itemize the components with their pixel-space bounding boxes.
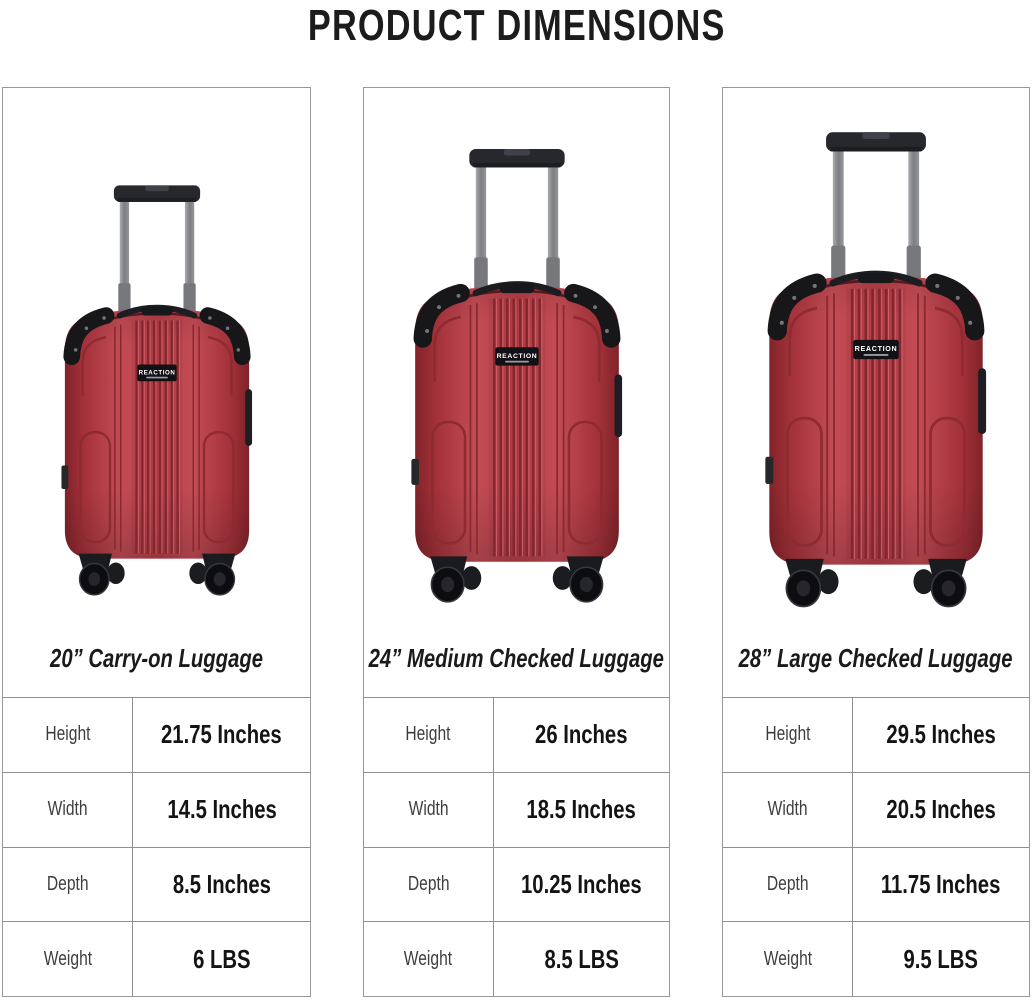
table-row: Width 18.5 Inches [364, 771, 669, 847]
product-figure: 28” Large Checked Luggage [723, 88, 1029, 697]
product-caption-text: 20” Carry-on Luggage [50, 642, 263, 673]
spec-table: Height 26 Inches Width 18.5 Inches Depth… [364, 697, 669, 996]
table-row: Height 26 Inches [364, 697, 669, 772]
spec-value: 18.5 Inches [526, 794, 636, 825]
table-row: Width 20.5 Inches [723, 771, 1029, 847]
product-caption-text: 28” Large Checked Luggage [739, 642, 1013, 673]
product-figure: 24” Medium Checked Luggage [364, 88, 669, 697]
product-caption: 24” Medium Checked Luggage [364, 619, 669, 697]
table-row: Depth 10.25 Inches [364, 846, 669, 922]
spec-value: 8.5 LBS [544, 943, 619, 974]
spec-label: Weight [3, 922, 134, 996]
spec-value: 10.25 Inches [520, 868, 642, 899]
spec-table: Height 29.5 Inches Width 20.5 Inches Dep… [723, 697, 1029, 996]
product-figure: 20” Carry-on Luggage [3, 88, 310, 697]
table-row: Weight 9.5 LBS [723, 921, 1029, 996]
page-title-text: PRODUCT DIMENSIONS [307, 1, 726, 50]
spec-label: Depth [364, 847, 494, 922]
product-card-20in: 20” Carry-on Luggage Height 21.75 Inches… [2, 87, 311, 997]
spec-value: 9.5 LBS [903, 943, 979, 974]
spec-table: Height 21.75 Inches Width 14.5 Inches De… [3, 697, 310, 996]
table-row: Height 29.5 Inches [723, 697, 1029, 772]
spec-label: Weight [723, 922, 854, 996]
spec-label: Depth [3, 847, 134, 922]
luggage-image-20in [59, 185, 255, 597]
table-row: Weight 8.5 LBS [364, 921, 669, 996]
luggage-image-24in [408, 149, 625, 604]
product-caption: 20” Carry-on Luggage [3, 619, 310, 697]
spec-label: Height [3, 698, 134, 772]
spec-label: Height [364, 698, 494, 772]
spec-value: 14.5 Inches [167, 794, 277, 825]
spec-value: 11.75 Inches [881, 868, 1001, 899]
spec-value: 6 LBS [192, 943, 251, 974]
spec-label: Width [3, 772, 134, 847]
spec-value: 26 Inches [535, 719, 628, 750]
spec-value: 20.5 Inches [886, 794, 996, 825]
table-row: Depth 11.75 Inches [723, 846, 1029, 922]
spec-value: 29.5 Inches [886, 719, 996, 750]
table-row: Weight 6 LBS [3, 921, 310, 996]
table-row: Height 21.75 Inches [3, 697, 310, 772]
spec-label: Width [723, 772, 854, 847]
spec-label: Weight [364, 922, 494, 996]
product-card-24in: 24” Medium Checked Luggage Height 26 Inc… [363, 87, 670, 997]
spec-value: 8.5 Inches [172, 868, 271, 899]
product-caption: 28” Large Checked Luggage [723, 619, 1029, 697]
spec-label: Width [364, 772, 494, 847]
spec-label: Depth [723, 847, 854, 922]
spec-value: 21.75 Inches [161, 719, 283, 750]
page-title: PRODUCT DIMENSIONS [0, 0, 1033, 52]
luggage-image-28in [763, 132, 990, 609]
product-card-28in: 28” Large Checked Luggage Height 29.5 In… [722, 87, 1030, 997]
table-row: Depth 8.5 Inches [3, 846, 310, 922]
table-row: Width 14.5 Inches [3, 771, 310, 847]
product-caption-text: 24” Medium Checked Luggage [368, 642, 665, 673]
spec-label: Height [723, 698, 854, 772]
